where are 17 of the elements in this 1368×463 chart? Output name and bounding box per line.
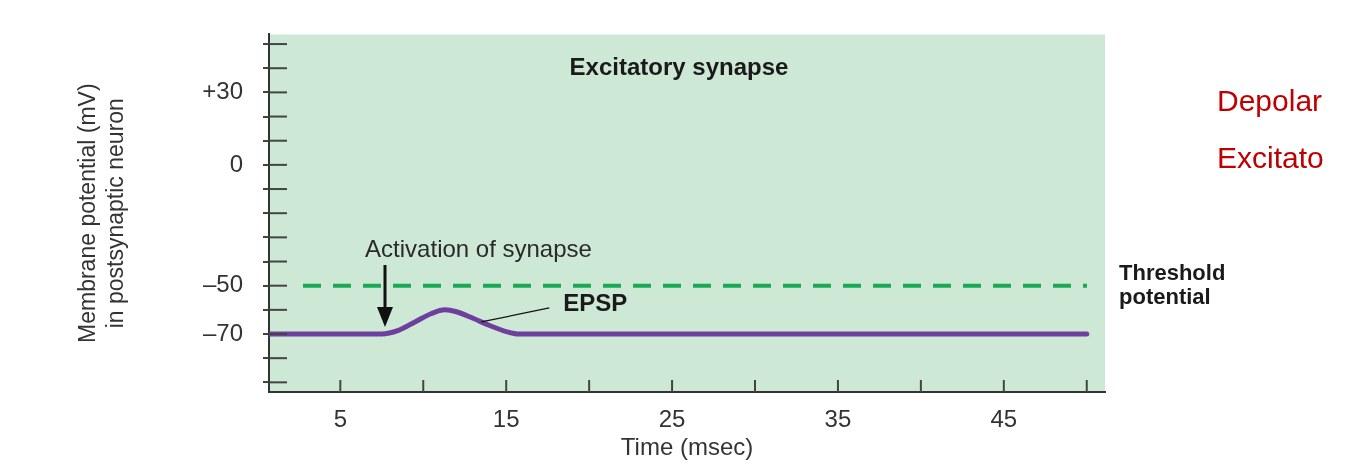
y-tick-label: 0 xyxy=(229,149,243,177)
text: Excitato xyxy=(1217,141,1324,175)
x-tick-label: 25 xyxy=(658,405,686,433)
x-axis-title: Time (msec) xyxy=(620,433,754,461)
x-tick-label: 15 xyxy=(492,405,520,433)
x-tick-label: 45 xyxy=(990,405,1018,433)
x-tick-label: 5 xyxy=(333,405,348,433)
annotation: Activation of synapse xyxy=(365,235,592,263)
ref-line-label: Threshold potential xyxy=(1119,259,1226,309)
y-tick-label: –50 xyxy=(202,270,243,298)
y-tick-label: +30 xyxy=(202,77,243,105)
text: Excitatory synapse xyxy=(569,53,789,81)
y-tick-label: –70 xyxy=(202,318,243,346)
annotation: EPSP xyxy=(563,288,628,316)
y-axis-title: Membrane potential (mV) in postsynaptic neuron xyxy=(74,83,128,343)
x-tick-label: 35 xyxy=(824,405,852,433)
text: Depolar xyxy=(1217,84,1323,118)
